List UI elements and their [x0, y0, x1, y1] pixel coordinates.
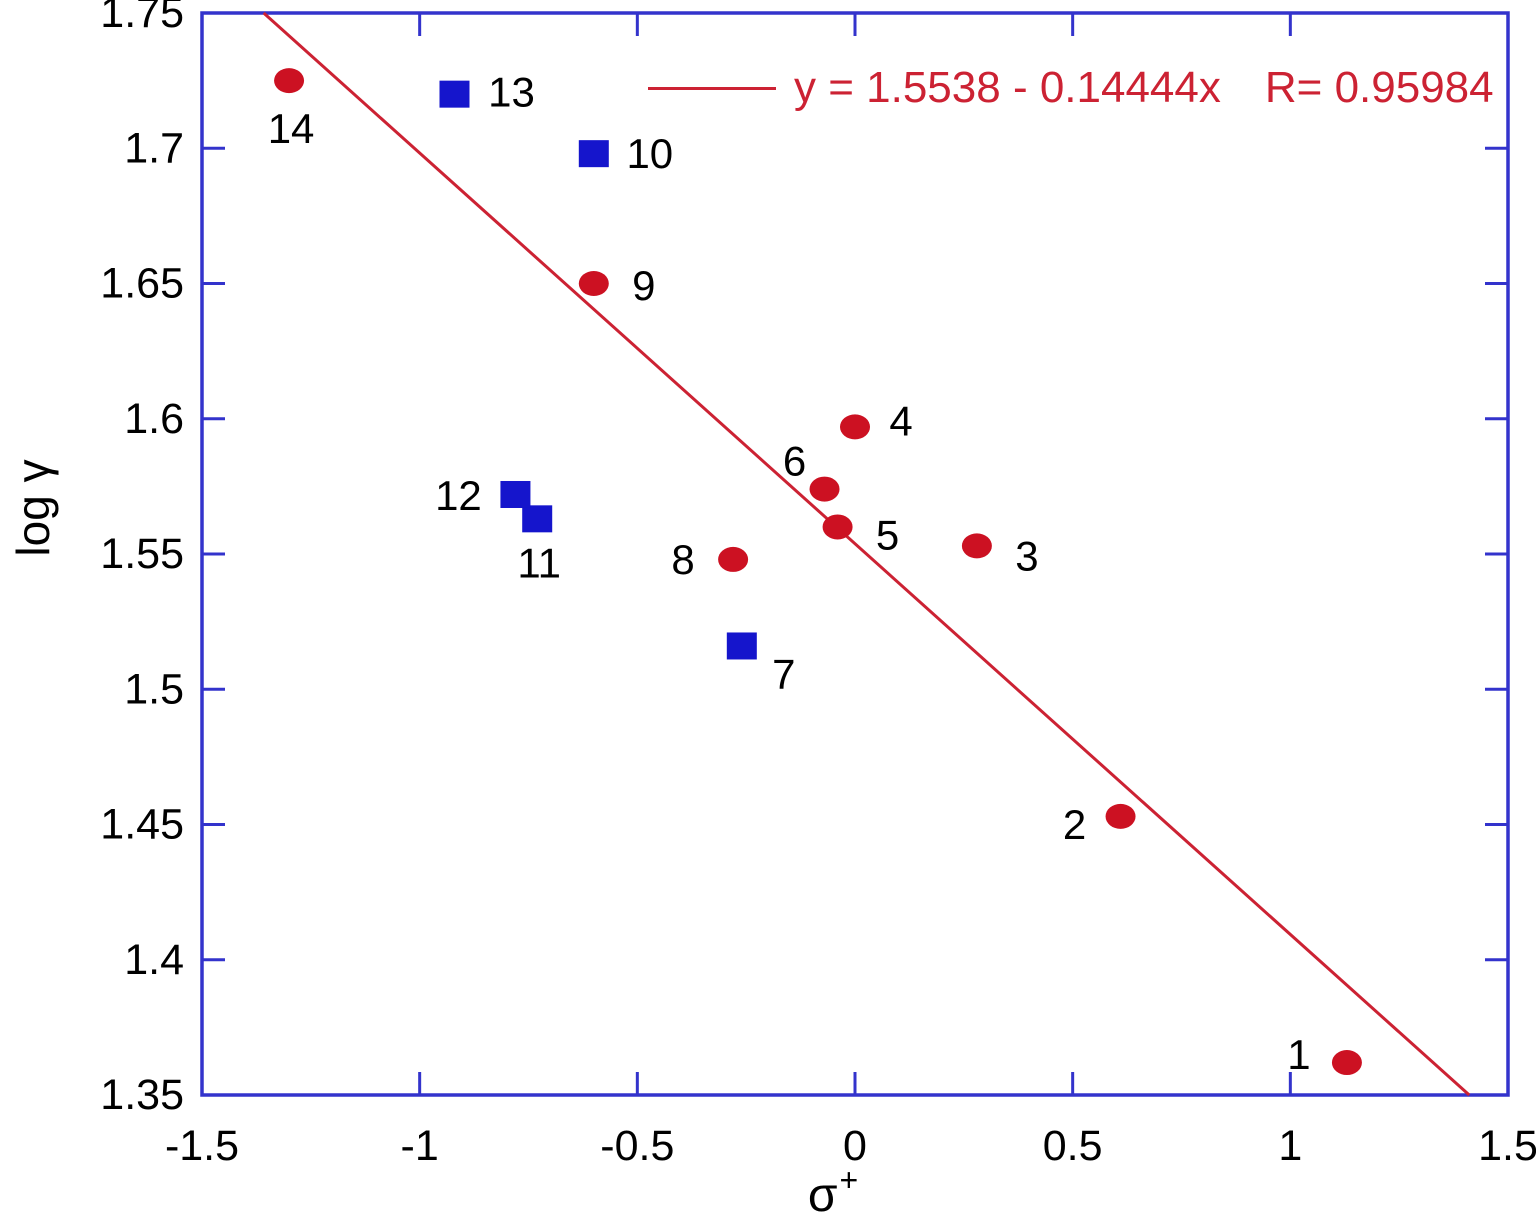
data-point-circle-9 [578, 271, 609, 296]
x-axis-title-sigma: σ [807, 1169, 838, 1222]
point-label-7: 7 [772, 650, 795, 697]
data-point-square-7 [726, 632, 757, 660]
point-label-13: 13 [488, 69, 535, 116]
x-tick-label: 0.5 [1043, 1122, 1103, 1170]
y-tick-label: 1.35 [100, 1071, 184, 1119]
data-point-circle-1 [1331, 1050, 1362, 1076]
data-point-square-12 [500, 480, 531, 508]
point-label-6: 6 [783, 438, 806, 485]
data-point-square-11 [522, 505, 553, 533]
trendline-equation-label: y = 1.5538 - 0.14444x [794, 63, 1221, 112]
y-tick-label: 1.65 [100, 260, 184, 308]
trendline-legend-line-swatch [648, 86, 776, 90]
point-label-9: 9 [632, 262, 655, 309]
y-tick-label: 1.45 [100, 801, 184, 849]
data-point-circle-3 [961, 533, 992, 559]
x-tick-label: -1 [401, 1122, 439, 1170]
point-label-10: 10 [626, 130, 673, 177]
data-point-square-10 [578, 140, 609, 168]
data-point-square-13 [439, 80, 470, 108]
y-tick-label: 1.7 [124, 124, 184, 172]
data-point-circle-2 [1105, 803, 1136, 829]
point-label-1: 1 [1287, 1031, 1310, 1078]
y-tick-label: 1.55 [100, 530, 184, 578]
point-label-4: 4 [889, 397, 912, 444]
x-tick-label: -1.5 [165, 1122, 239, 1170]
data-point-circle-8 [718, 546, 749, 572]
point-label-5: 5 [876, 511, 899, 558]
point-label-2: 2 [1063, 801, 1086, 848]
y-tick-label: 1.6 [124, 395, 184, 443]
trendline-legend: y = 1.5538 - 0.14444x R= 0.95984 [648, 62, 1494, 114]
point-label-3: 3 [1015, 532, 1038, 579]
x-axis-title: σ+ [807, 1162, 858, 1223]
plot-frame [200, 11, 1510, 1097]
x-tick-label: 0 [843, 1122, 867, 1170]
y-tick-label: 1.75 [100, 0, 184, 37]
y-tick-label: 1.5 [124, 665, 184, 713]
point-label-11: 11 [517, 539, 561, 586]
point-label-12: 12 [435, 472, 482, 519]
x-tick-label: 1.5 [1478, 1122, 1536, 1170]
point-label-8: 8 [671, 536, 694, 583]
regression-line [262, 11, 1471, 1097]
y-tick-label: 1.4 [124, 936, 184, 984]
point-label-14: 14 [268, 105, 315, 152]
data-point-circle-14 [274, 68, 305, 94]
y-axis-title-text: log γ [7, 459, 59, 557]
y-axis-title: log γ [6, 459, 60, 556]
data-point-circle-4 [840, 414, 870, 440]
x-tick-label: 1 [1278, 1122, 1302, 1170]
x-tick-label: -0.5 [600, 1122, 674, 1170]
x-axis-title-superscript-plus: + [839, 1162, 859, 1198]
data-point-circle-5 [822, 514, 853, 540]
data-point-circle-6 [809, 476, 840, 502]
trendline-r-value-label: R= 0.95984 [1264, 63, 1494, 112]
